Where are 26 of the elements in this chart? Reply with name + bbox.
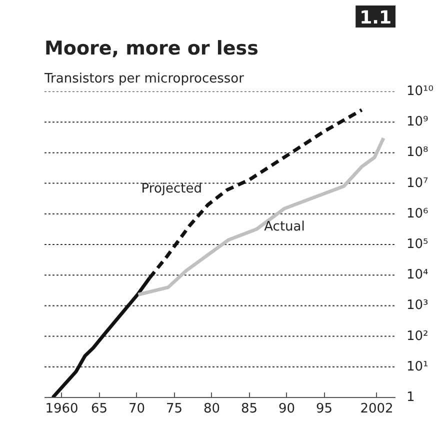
line-series — [136, 136, 386, 296]
x-tick-label: 90 — [278, 402, 296, 416]
x-tick-label: 75 — [166, 402, 183, 416]
x-tick-label: 80 — [203, 402, 220, 416]
chart-title: Moore, more or less — [44, 38, 258, 60]
y-tick-label: 1 — [406, 390, 415, 405]
x-tick-label: 95 — [316, 402, 333, 416]
y-tick-label: 10⁷ — [406, 176, 428, 191]
x-tick-label: 2002 — [360, 402, 394, 416]
text: 1.1 — [360, 8, 392, 28]
x-tick-label: 85 — [240, 402, 258, 416]
series-label: Projected — [141, 182, 202, 197]
y-tick-label: 10⁸ — [406, 145, 428, 160]
chart-subtitle: Transistors per microprocessor — [44, 72, 245, 86]
y-tick-label: 10¹⁰ — [406, 84, 434, 99]
x-tick-label: 1960 — [45, 402, 78, 416]
x-tick-label: 65 — [90, 402, 108, 416]
x-tick-label: 70 — [128, 402, 146, 416]
y-tick-label: 10⁴ — [406, 268, 428, 283]
y-tick-label: 10³ — [406, 298, 428, 314]
y-tick-label: 10⁶ — [406, 206, 428, 222]
y-tick-label: 10⁹ — [406, 114, 428, 130]
y-tick-label: 10² — [406, 328, 428, 344]
series-label: Actual — [264, 220, 305, 235]
y-tick-label: 10⁵ — [406, 237, 428, 252]
y-tick-label: 10¹ — [406, 359, 428, 374]
